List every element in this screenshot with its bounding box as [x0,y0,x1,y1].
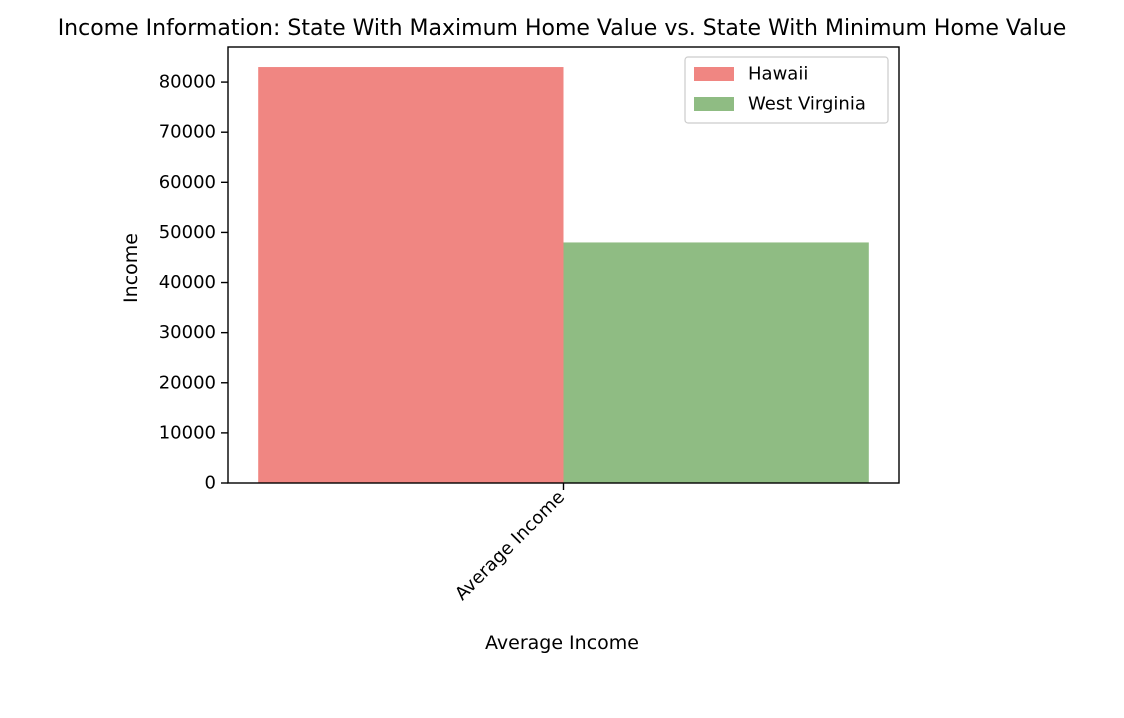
x-axis-ticks: Average Income [451,483,569,605]
y-tick-label: 40000 [159,272,216,293]
y-tick-label: 0 [205,473,216,494]
y-tick-label: 20000 [159,372,216,393]
x-axis-label: Average Income [485,632,639,654]
legend-box [684,56,889,124]
bar-hawaii [258,67,564,484]
y-tick-label: 60000 [159,172,216,193]
y-tick-label: 50000 [159,222,216,243]
y-axis-label: Income [120,233,142,303]
chart-title: Income Information: State With Maximum H… [58,16,1067,41]
bars-layer [258,67,869,484]
legend-swatch-hawaii [694,67,734,81]
y-tick-label: 30000 [159,322,216,343]
y-tick-label: 80000 [159,72,216,93]
x-tick-label: Average Income [451,487,569,605]
bar-west-virginia [563,242,869,483]
y-axis-ticks: 0 10000 20000 30000 40000 50000 60000 70000 8000… [159,72,228,494]
y-tick-label: 10000 [159,422,216,443]
legend-label-west-virginia: West Virginia [748,94,866,115]
y-tick-label: 70000 [159,122,216,143]
legend-label-hawaii: Hawaii [748,64,808,85]
legend-swatch-west-virginia [694,97,734,111]
legend: Hawaii West Virginia [684,56,889,124]
